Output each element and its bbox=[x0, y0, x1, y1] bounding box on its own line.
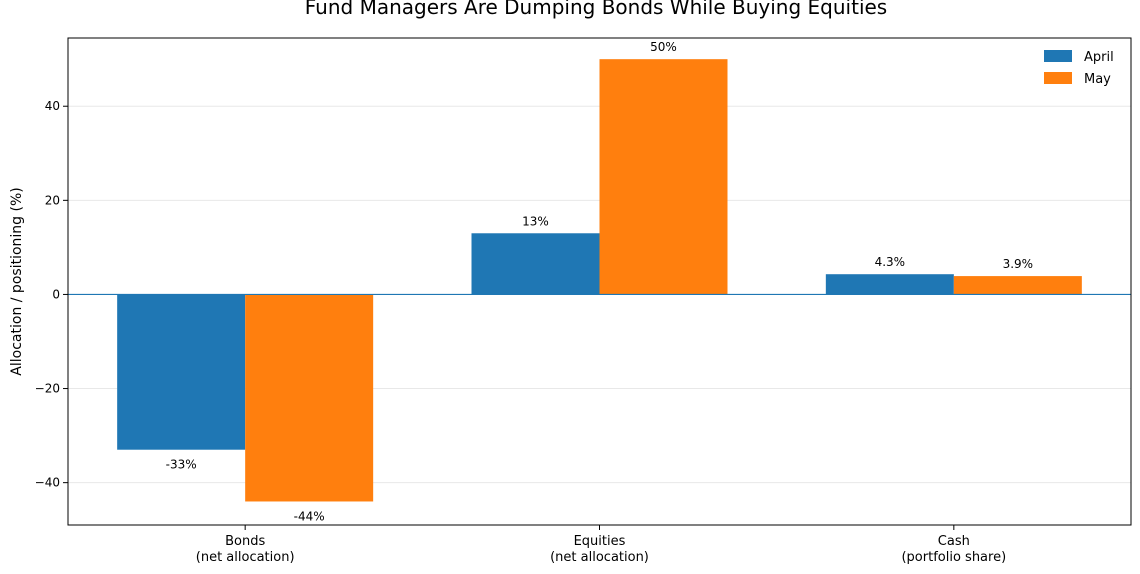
chart-title: Fund Managers Are Dumping Bonds While Bu… bbox=[305, 0, 887, 19]
x-tick-label: (net allocation) bbox=[550, 550, 649, 565]
data-label: -33% bbox=[166, 458, 197, 472]
data-label: 4.3% bbox=[875, 255, 906, 269]
bar-april-0 bbox=[117, 294, 246, 450]
bar-april-2 bbox=[825, 274, 954, 295]
y-tick-label: 40 bbox=[45, 99, 60, 113]
y-axis-ticks: −40 −20 0 20 40 bbox=[35, 99, 68, 490]
y-tick-label: 20 bbox=[45, 193, 60, 207]
legend-label: May bbox=[1084, 72, 1111, 87]
x-tick-label: Cash bbox=[938, 534, 970, 549]
data-label: 3.9% bbox=[1003, 257, 1034, 271]
data-labels: -33% -44% 13% 50% 4.3% 3.9% bbox=[166, 40, 1033, 523]
bar-may-1 bbox=[599, 59, 728, 295]
legend-swatch bbox=[1044, 50, 1072, 62]
data-label: 13% bbox=[522, 214, 549, 228]
x-tick-label: (portfolio share) bbox=[901, 550, 1006, 565]
x-axis-ticks: Bonds(net allocation)Equities(net alloca… bbox=[196, 525, 1006, 565]
bar-may-2 bbox=[953, 276, 1082, 295]
bar-may-0 bbox=[245, 294, 374, 502]
x-tick-label: Equities bbox=[574, 534, 626, 549]
legend-label: April bbox=[1084, 50, 1114, 65]
bars-group bbox=[117, 59, 1082, 502]
x-tick-label: (net allocation) bbox=[196, 550, 295, 565]
bar-april-1 bbox=[471, 233, 600, 295]
x-tick-label: Bonds bbox=[225, 534, 265, 549]
y-tick-label: −20 bbox=[35, 382, 60, 396]
legend-swatch bbox=[1044, 72, 1072, 84]
y-axis-label: Allocation / positioning (%) bbox=[9, 187, 25, 375]
data-label: -44% bbox=[294, 509, 325, 523]
legend: April May bbox=[1044, 50, 1114, 87]
y-tick-label: −40 bbox=[35, 476, 60, 490]
y-tick-label: 0 bbox=[52, 287, 60, 301]
data-label: 50% bbox=[650, 40, 677, 54]
